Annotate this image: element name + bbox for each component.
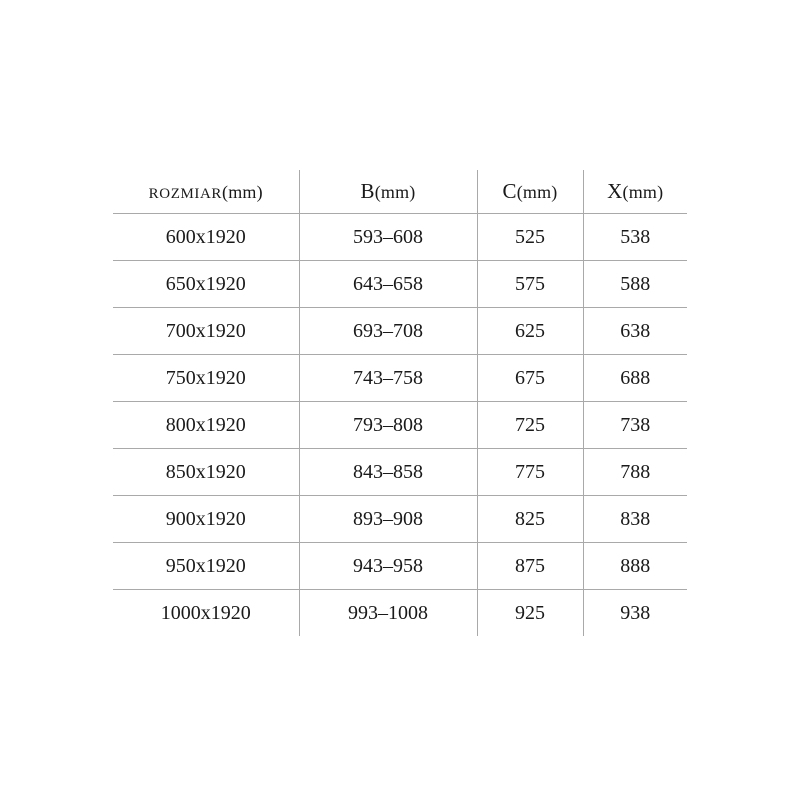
table-row: 600x1920 593–608 525 538	[113, 213, 687, 261]
column-header-c: C(mm)	[476, 170, 583, 214]
cell-c: 675	[476, 354, 583, 402]
table-row: 850x1920 843–858 775 788	[113, 448, 687, 496]
column-header-x: X(mm)	[582, 170, 687, 214]
cell-c: 875	[476, 542, 583, 590]
cell-b: 593–608	[298, 213, 477, 261]
table-row: 950x1920 943–958 875 888	[113, 542, 687, 590]
column-header-x-unit: (mm)	[622, 182, 664, 202]
cell-c: 825	[476, 495, 583, 543]
size-table-container: ROZMIAR(mm) B(mm) C(mm) X(mm) 600x1920	[113, 170, 687, 636]
size-table: ROZMIAR(mm) B(mm) C(mm) X(mm) 600x1920	[113, 170, 687, 636]
cell-c: 625	[476, 307, 583, 355]
cell-x: 588	[582, 260, 687, 308]
cell-x: 938	[582, 589, 687, 636]
cell-b: 743–758	[298, 354, 477, 402]
cell-rozmiar: 1000x1920	[113, 589, 299, 636]
cell-b: 643–658	[298, 260, 477, 308]
cell-b: 693–708	[298, 307, 477, 355]
size-table-body: 600x1920 593–608 525 538 650x1920 643–65…	[113, 213, 687, 636]
cell-x: 688	[582, 354, 687, 402]
table-row: 700x1920 693–708 625 638	[113, 307, 687, 355]
cell-rozmiar: 600x1920	[113, 213, 299, 261]
column-header-c-label: C	[502, 179, 517, 203]
cell-b: 793–808	[298, 401, 477, 449]
cell-c: 525	[476, 213, 583, 261]
cell-x: 738	[582, 401, 687, 449]
table-row: 650x1920 643–658 575 588	[113, 260, 687, 308]
cell-x: 838	[582, 495, 687, 543]
cell-b: 843–858	[298, 448, 477, 496]
cell-rozmiar: 800x1920	[113, 401, 299, 449]
cell-x: 638	[582, 307, 687, 355]
column-header-b: B(mm)	[298, 170, 477, 214]
table-row: 900x1920 893–908 825 838	[113, 495, 687, 543]
cell-b: 943–958	[298, 542, 477, 590]
cell-b: 893–908	[298, 495, 477, 543]
cell-c: 725	[476, 401, 583, 449]
cell-x: 788	[582, 448, 687, 496]
size-table-header: ROZMIAR(mm) B(mm) C(mm) X(mm)	[113, 170, 687, 214]
cell-rozmiar: 650x1920	[113, 260, 299, 308]
column-header-x-label: X	[607, 179, 623, 203]
column-header-b-label: B	[360, 179, 375, 203]
cell-rozmiar: 700x1920	[113, 307, 299, 355]
column-header-rozmiar-unit: (mm)	[222, 182, 263, 202]
table-row: 1000x1920 993–1008 925 938	[113, 589, 687, 636]
cell-x: 538	[582, 213, 687, 261]
cell-x: 888	[582, 542, 687, 590]
table-row: 750x1920 743–758 675 688	[113, 354, 687, 402]
cell-rozmiar: 750x1920	[113, 354, 299, 402]
cell-rozmiar: 900x1920	[113, 495, 299, 543]
table-row: 800x1920 793–808 725 738	[113, 401, 687, 449]
cell-c: 775	[476, 448, 583, 496]
column-header-c-unit: (mm)	[516, 182, 558, 202]
cell-c: 575	[476, 260, 583, 308]
column-header-rozmiar-label: ROZMIAR	[148, 179, 223, 203]
header-row: ROZMIAR(mm) B(mm) C(mm) X(mm)	[113, 170, 687, 214]
column-header-rozmiar: ROZMIAR(mm)	[113, 170, 299, 214]
cell-b: 993–1008	[298, 589, 477, 636]
cell-c: 925	[476, 589, 583, 636]
cell-rozmiar: 950x1920	[113, 542, 299, 590]
column-header-b-unit: (mm)	[374, 182, 416, 202]
cell-rozmiar: 850x1920	[113, 448, 299, 496]
